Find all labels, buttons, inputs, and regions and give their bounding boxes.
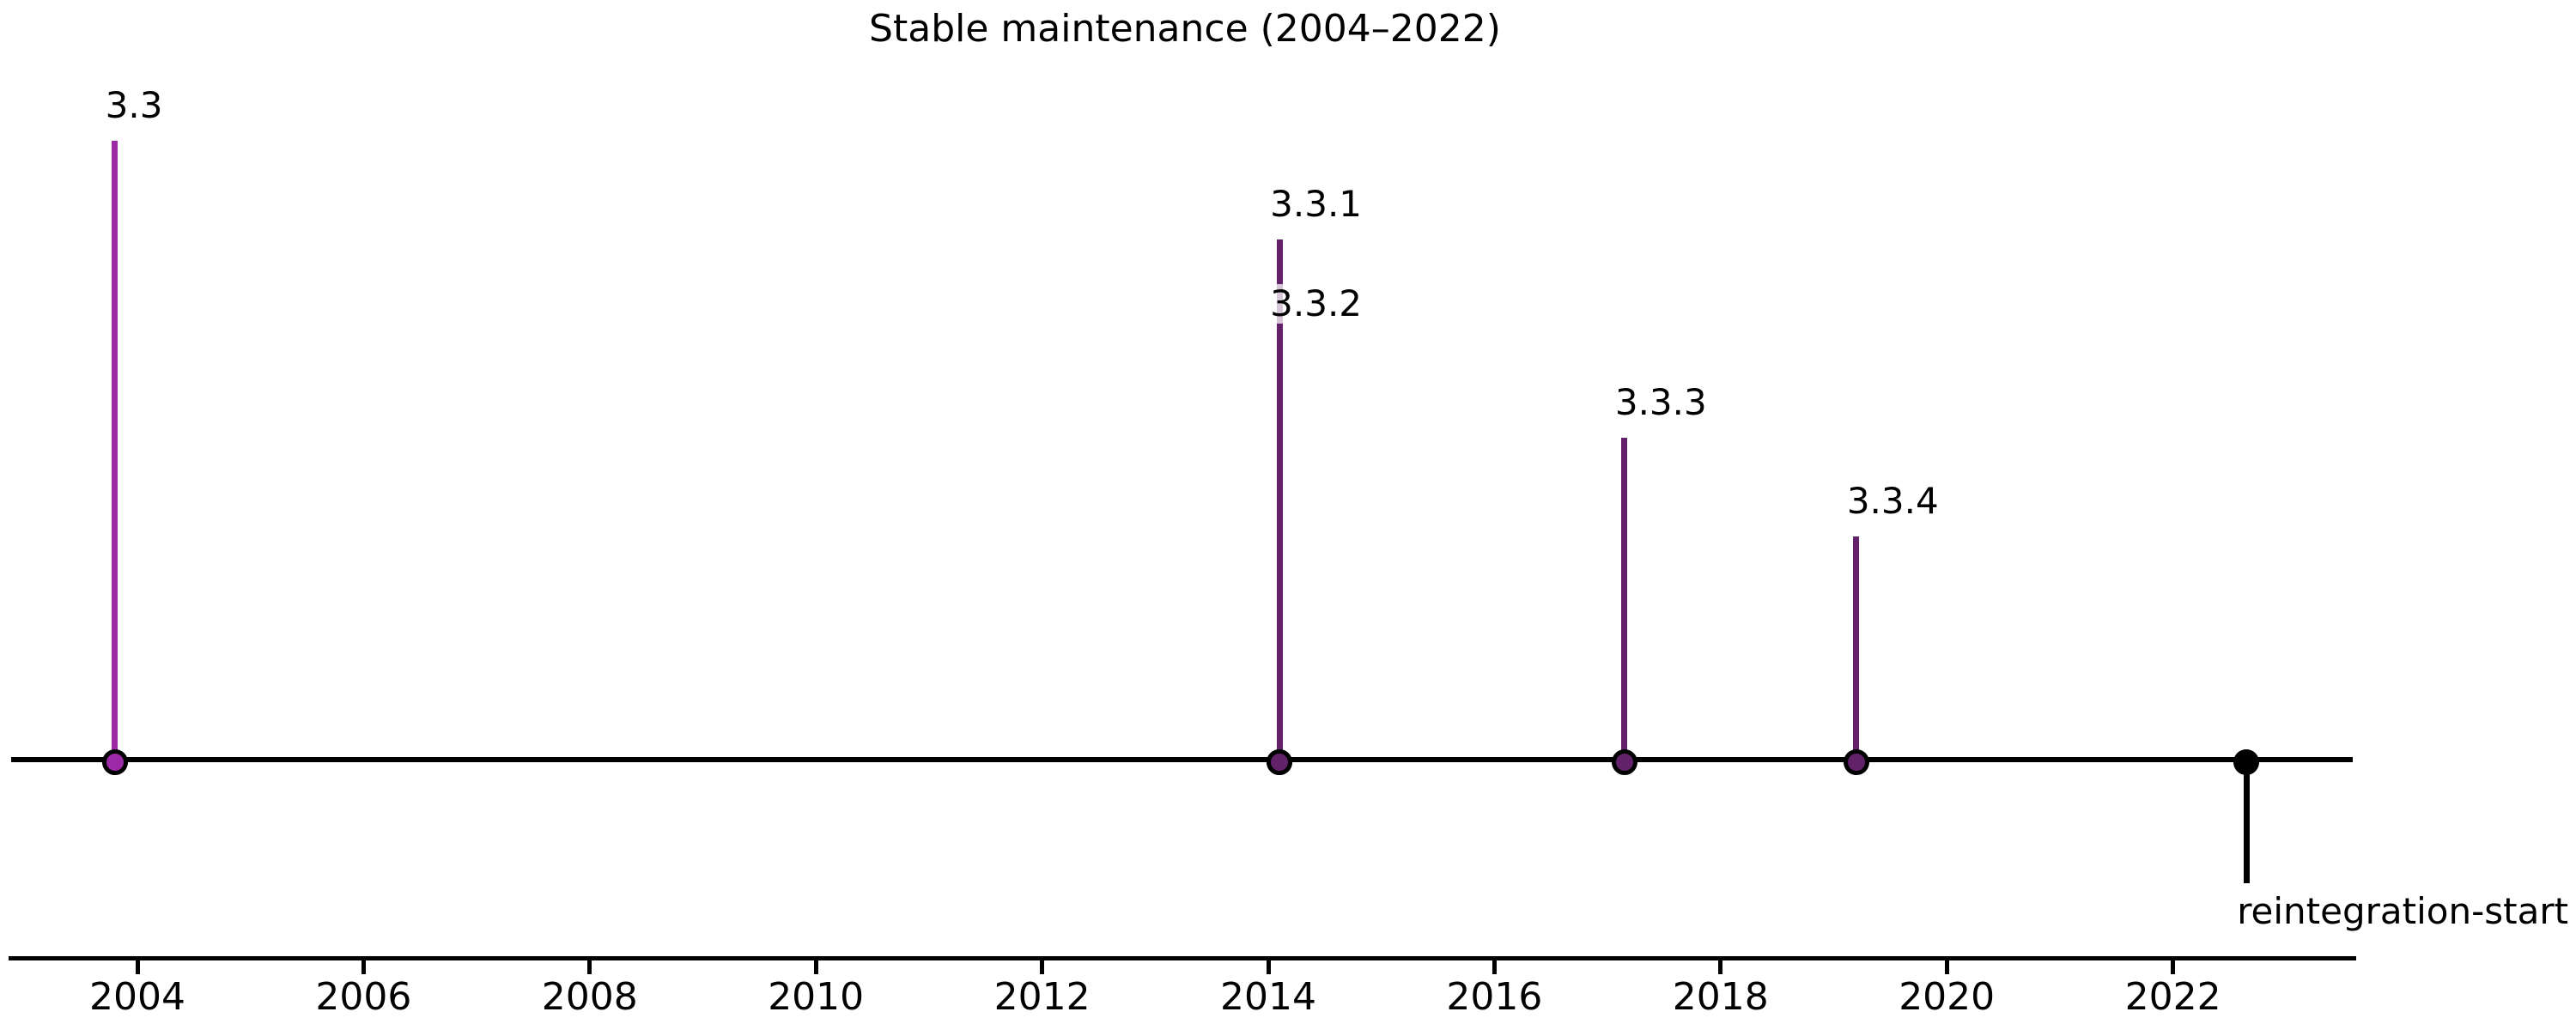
- x-tick-label-2018: 2018: [1672, 975, 1769, 1019]
- x-tick-mark-2008: [587, 960, 592, 974]
- x-tick-label-2014: 2014: [1220, 975, 1316, 1019]
- timeline-baseline: [11, 757, 2353, 762]
- x-tick-mark-2014: [1266, 960, 1271, 974]
- event-label-3.3.1: 3.3.1: [1266, 185, 1367, 225]
- x-tick-mark-2018: [1718, 960, 1723, 974]
- event-label-reintegration-start: reintegration-start: [2233, 892, 2573, 932]
- x-tick-mark-2004: [135, 960, 140, 974]
- x-tick-label-2016: 2016: [1446, 975, 1543, 1019]
- x-tick-label-2004: 2004: [89, 975, 185, 1019]
- x-tick-mark-2010: [813, 960, 818, 974]
- x-tick-mark-2006: [361, 960, 366, 974]
- x-tick-mark-2020: [1944, 960, 1949, 974]
- event-stem-reintegration-start: [2243, 760, 2250, 884]
- chart-title: Stable maintenance (2004–2022): [869, 7, 1501, 51]
- event-stem-3.3.2: [1276, 338, 1283, 760]
- x-axis-spine: [9, 956, 2356, 960]
- event-marker-3.3.3: [1611, 749, 1637, 775]
- event-stem-3.3.4: [1853, 536, 1860, 760]
- x-tick-label-2010: 2010: [768, 975, 865, 1019]
- event-marker-reintegration-start: [2233, 749, 2260, 775]
- x-tick-label-2008: 2008: [541, 975, 638, 1019]
- event-label-3.3.2: 3.3.2: [1266, 283, 1367, 324]
- event-marker-3.3.2: [1267, 749, 1293, 775]
- x-tick-label-2006: 2006: [315, 975, 412, 1019]
- event-marker-3.3.4: [1843, 749, 1869, 775]
- x-tick-label-2022: 2022: [2124, 975, 2221, 1019]
- x-tick-label-2012: 2012: [993, 975, 1091, 1019]
- event-label-3.3.4: 3.3.4: [1842, 482, 1943, 522]
- x-tick-label-2020: 2020: [1899, 975, 1996, 1019]
- x-tick-mark-2022: [2171, 960, 2176, 974]
- x-tick-mark-2012: [1040, 960, 1045, 974]
- event-label-3.3: 3.3: [100, 85, 167, 125]
- event-stem-3.3.3: [1621, 437, 1628, 760]
- event-stem-3.3: [112, 140, 118, 760]
- x-tick-mark-2016: [1492, 960, 1497, 974]
- event-marker-3.3: [101, 749, 128, 775]
- event-label-3.3.3: 3.3.3: [1610, 382, 1711, 422]
